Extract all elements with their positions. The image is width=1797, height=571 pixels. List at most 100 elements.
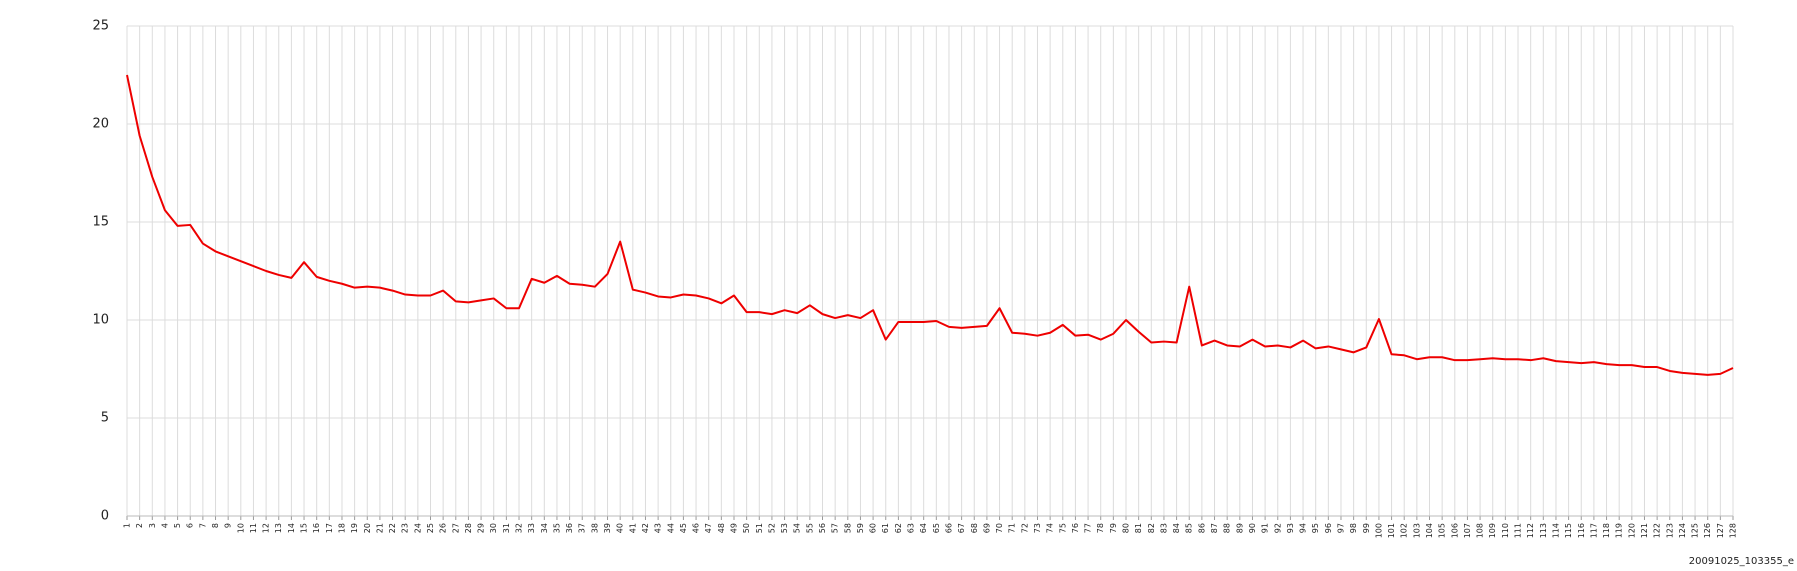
x-tick-label: 128 — [1729, 523, 1738, 538]
x-tick-label: 85 — [1185, 523, 1194, 533]
x-tick-label: 114 — [1551, 523, 1560, 538]
x-tick-label: 70 — [995, 523, 1004, 533]
x-tick-label: 23 — [401, 523, 410, 533]
x-tick-label: 79 — [1109, 523, 1118, 533]
x-tick-label: 25 — [426, 523, 435, 533]
x-tick-label: 93 — [1286, 523, 1295, 533]
x-tick-label: 16 — [312, 523, 321, 533]
x-tick-label: 105 — [1438, 523, 1447, 538]
x-tick-label: 127 — [1716, 523, 1725, 538]
x-tick-label: 45 — [679, 523, 688, 533]
x-tick-label: 78 — [1096, 523, 1105, 533]
x-tick-label: 22 — [388, 523, 397, 533]
x-tick-label: 97 — [1336, 523, 1345, 533]
x-tick-label: 10 — [236, 523, 245, 533]
x-tick-label: 89 — [1235, 523, 1244, 533]
x-tick-label: 99 — [1362, 523, 1371, 533]
x-tick-label: 4 — [160, 523, 169, 528]
x-tick-label: 76 — [1071, 523, 1080, 533]
x-tick-label: 84 — [1172, 523, 1181, 533]
x-tick-label: 8 — [211, 523, 220, 528]
x-tick-label: 47 — [704, 523, 713, 533]
x-tick-label: 54 — [793, 523, 802, 533]
x-tick-label: 67 — [957, 523, 966, 533]
x-tick-label: 64 — [919, 523, 928, 533]
x-tick-label: 104 — [1425, 523, 1434, 538]
x-tick-label: 24 — [413, 523, 422, 533]
x-tick-label: 115 — [1564, 523, 1573, 538]
x-tick-label: 57 — [831, 523, 840, 533]
x-tick-label: 90 — [1248, 523, 1257, 533]
x-tick-label: 51 — [755, 523, 764, 533]
x-tick-label: 35 — [552, 523, 561, 533]
x-tick-label: 125 — [1691, 523, 1700, 538]
x-tick-label: 96 — [1324, 523, 1333, 533]
x-tick-label: 110 — [1501, 523, 1510, 538]
x-tick-label: 43 — [654, 523, 663, 533]
x-tick-label: 41 — [628, 523, 637, 533]
x-tick-label: 111 — [1514, 523, 1523, 538]
x-tick-label: 15 — [300, 523, 309, 533]
x-tick-label: 103 — [1412, 523, 1421, 538]
x-tick-label: 122 — [1653, 523, 1662, 538]
y-tick-label: 5 — [101, 411, 109, 426]
x-tick-label: 98 — [1349, 523, 1358, 533]
x-tick-label: 48 — [717, 523, 726, 533]
x-tick-label: 9 — [224, 523, 233, 528]
x-tick-label: 118 — [1602, 523, 1611, 538]
x-tick-label: 17 — [325, 523, 334, 533]
x-tick-label: 55 — [805, 523, 814, 533]
x-tick-label: 37 — [578, 523, 587, 533]
x-tick-label: 36 — [565, 523, 574, 533]
data-line — [126, 74, 1734, 376]
x-tick-label: 14 — [287, 523, 296, 533]
x-tick-label: 34 — [540, 523, 549, 533]
y-tick-label: 0 — [101, 509, 109, 524]
x-tick-label: 77 — [1084, 523, 1093, 533]
x-tick-label: 126 — [1703, 523, 1712, 538]
x-tick-label: 52 — [767, 523, 776, 533]
x-tick-label: 56 — [818, 523, 827, 533]
x-tick-label: 120 — [1627, 523, 1636, 538]
x-tick-label: 69 — [982, 523, 991, 533]
x-tick-label: 39 — [603, 523, 612, 533]
x-tick-label: 121 — [1640, 523, 1649, 538]
x-tick-label: 12 — [262, 523, 271, 533]
x-tick-label: 59 — [856, 523, 865, 533]
x-tick-label: 60 — [869, 523, 878, 533]
x-tick-label: 81 — [1134, 523, 1143, 533]
x-tick-label: 87 — [1210, 523, 1219, 533]
x-tick-label: 88 — [1223, 523, 1232, 533]
x-tick-label: 80 — [1122, 523, 1131, 533]
x-tick-label: 2 — [135, 523, 144, 528]
x-tick-label: 6 — [186, 523, 195, 528]
x-tick-label: 91 — [1261, 523, 1270, 533]
x-tick-label: 40 — [616, 523, 625, 533]
x-tick-label: 62 — [894, 523, 903, 533]
x-tick-label: 58 — [843, 523, 852, 533]
x-tick-label: 95 — [1311, 523, 1320, 533]
x-tick-label: 123 — [1665, 523, 1674, 538]
x-tick-label: 49 — [729, 523, 738, 533]
x-tick-label: 28 — [464, 523, 473, 533]
x-tick-label: 92 — [1273, 523, 1282, 533]
x-tick-label: 73 — [1033, 523, 1042, 533]
x-tick-label: 27 — [451, 523, 460, 533]
x-tick-label: 44 — [666, 523, 675, 533]
x-tick-label: 65 — [932, 523, 941, 533]
x-tick-label: 31 — [502, 523, 511, 533]
x-tick-label: 71 — [1008, 523, 1017, 533]
y-tick-label: 20 — [92, 117, 109, 132]
x-tick-label: 20 — [363, 523, 372, 533]
x-tick-label: 11 — [249, 523, 258, 533]
x-tick-label: 26 — [439, 523, 448, 533]
x-tick-label: 100 — [1374, 523, 1383, 538]
x-tick-label: 102 — [1400, 523, 1409, 538]
x-tick-label: 75 — [1058, 523, 1067, 533]
x-tick-label: 112 — [1526, 523, 1535, 538]
x-tick-label: 119 — [1615, 523, 1624, 538]
x-tick-label: 113 — [1539, 523, 1548, 538]
x-tick-label: 68 — [970, 523, 979, 533]
y-tick-label: 25 — [92, 19, 109, 34]
